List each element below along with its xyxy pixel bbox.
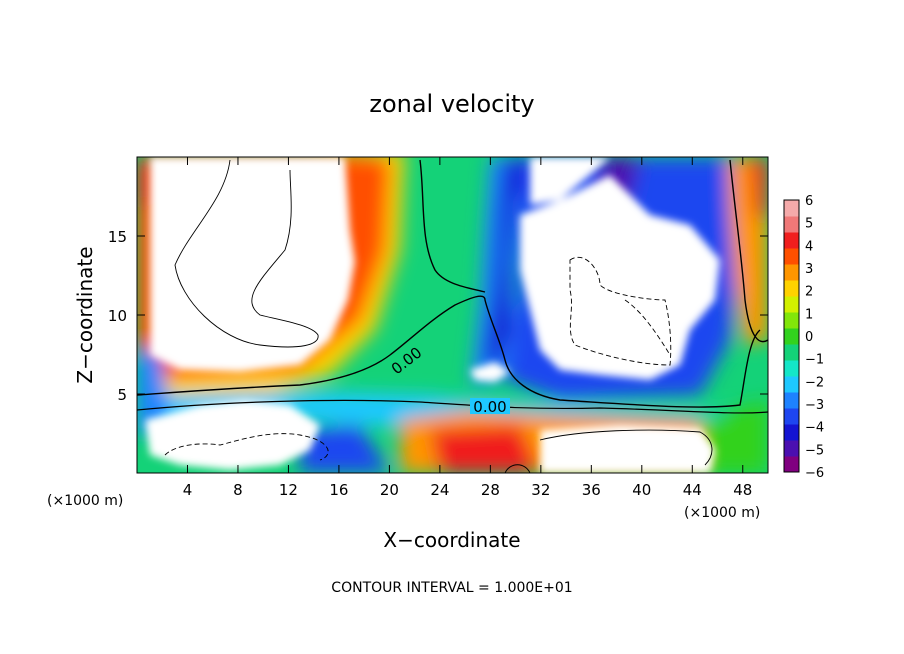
x-tick-label: 28 (481, 481, 500, 499)
colorbar: 6 5 4 3 2 1 0 −1 −2 −3 −4 −5 −6 (783, 194, 824, 481)
x-tick-label: 4 (183, 481, 193, 499)
colorbar-label: 1 (805, 307, 813, 322)
colorbar-swatch (784, 376, 799, 393)
colorbar-swatch (784, 200, 799, 217)
colorbar-label: −1 (805, 353, 824, 368)
colorbar-swatch (784, 360, 799, 377)
colorbar-label: 0 (805, 330, 813, 345)
x-tick-label: 24 (430, 481, 449, 499)
colorbar-label: −2 (805, 375, 824, 390)
x-tick-label: 44 (683, 481, 702, 499)
x-tick-label: 20 (380, 481, 399, 499)
y-axis-label: Z−coordinate (73, 246, 97, 383)
x-tick-label: 48 (733, 481, 752, 499)
x-tick-label: 32 (531, 481, 550, 499)
chart-title: zonal velocity (369, 90, 534, 118)
colorbar-swatch (784, 328, 799, 345)
colorbar-label: 6 (805, 194, 813, 209)
colorbar-swatch (784, 248, 799, 265)
x-tick-label: 40 (632, 481, 651, 499)
y-tick-label: 10 (108, 307, 127, 325)
colorbar-swatch (784, 424, 799, 441)
contour-label: 0.00 (473, 398, 506, 416)
colorbar-swatch (784, 232, 799, 249)
colorbar-swatch (784, 392, 799, 409)
colorbar-swatch (784, 408, 799, 425)
colorbar-label: 2 (805, 285, 813, 300)
colorbar-swatch (784, 312, 799, 329)
colorbar-border (783, 199, 800, 473)
contour-label-group: 0.00 0.00 (386, 342, 510, 416)
x-tick-label: 16 (329, 481, 348, 499)
colorbar-label: −6 (805, 466, 824, 481)
x-unit-left: (×1000 m) (47, 493, 123, 509)
colorbar-label: 3 (805, 262, 813, 277)
colorbar-label: −3 (805, 398, 824, 413)
y-axis: 5 10 15 (108, 228, 768, 404)
colorbar-swatch (784, 216, 799, 233)
colorbar-label: 4 (805, 239, 813, 254)
y-tick-label: 15 (108, 228, 127, 246)
y-tick-label: 5 (117, 386, 127, 404)
out-of-range-regions (145, 157, 720, 473)
x-tick-label: 12 (279, 481, 298, 499)
x-axis: 4 8 12 16 20 24 28 32 36 40 44 48 (183, 157, 752, 499)
colorbar-swatch (784, 264, 799, 281)
x-unit-right: (×1000 m) (684, 505, 760, 521)
contour-interval-note: CONTOUR INTERVAL = 1.000E+01 (331, 580, 572, 596)
plot-area: 0.00 0.00 (137, 157, 768, 473)
x-axis-label: X−coordinate (383, 528, 520, 552)
colorbar-swatch (784, 440, 799, 457)
colorbar-swatch (784, 296, 799, 313)
x-tick-label: 36 (582, 481, 601, 499)
colorbar-label: −4 (805, 421, 824, 436)
colorbar-swatch (784, 280, 799, 297)
colorbar-swatch (784, 456, 799, 473)
x-tick-label: 8 (233, 481, 243, 499)
colorbar-swatch (784, 344, 799, 361)
colorbar-label: 5 (805, 217, 813, 232)
colorbar-label: −5 (805, 443, 824, 458)
